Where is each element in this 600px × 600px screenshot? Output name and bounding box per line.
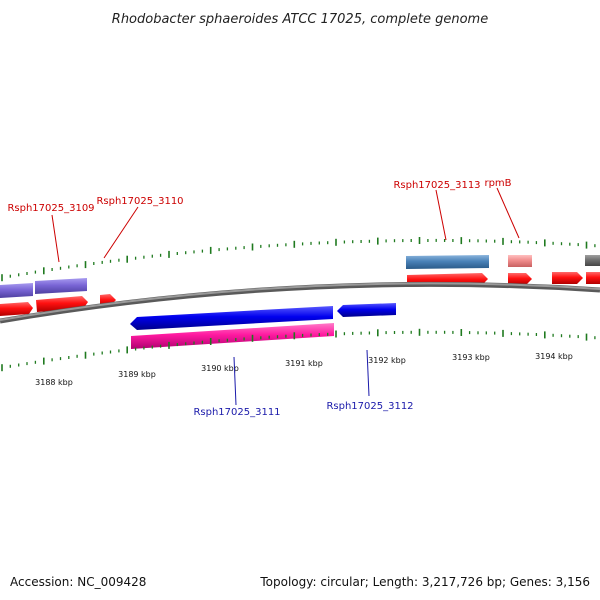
- gene-label-Rsph17025_3112[interactable]: Rsph17025_3112: [326, 401, 413, 412]
- reverse-gene-labels: Rsph17025_3111 Rsph17025_3112: [193, 349, 414, 418]
- genome-backbone: [0, 281, 600, 324]
- map-title: Rhodobacter sphaeroides ATCC 17025, comp…: [112, 12, 488, 27]
- leader-line: [233, 356, 237, 406]
- gene-arrow-red-rpmB[interactable]: [508, 273, 532, 285]
- gene-label-Rsph17025_3110[interactable]: Rsph17025_3110: [96, 196, 183, 207]
- tick-label: 3189 kbp: [118, 370, 156, 379]
- inner-tick-row: [1, 328, 596, 372]
- tick-label: 3188 kbp: [35, 378, 73, 387]
- gene-arrow-red-edge[interactable]: [586, 272, 600, 284]
- forward-lane-upper: [0, 255, 600, 298]
- leader-line: [435, 189, 447, 241]
- tick-label: 3194 kbp: [535, 352, 573, 361]
- gene-arrow-red-left[interactable]: [0, 302, 33, 316]
- gene-block-gray[interactable]: [585, 255, 600, 266]
- gene-label-Rsph17025_3113[interactable]: Rsph17025_3113: [393, 180, 480, 191]
- tick-label: 3192 kbp: [368, 356, 406, 365]
- gene-block-salmon[interactable]: [508, 255, 532, 267]
- outer-tick-row: [1, 237, 596, 282]
- leader-line: [51, 214, 60, 263]
- tick-label: 3190 kbp: [201, 364, 239, 373]
- gene-block-pink[interactable]: [131, 323, 334, 349]
- reverse-lane: [130, 303, 396, 349]
- leader-line: [103, 206, 139, 259]
- genome-summary-text: Topology: circular; Length: 3,217,726 bp…: [259, 575, 590, 589]
- leader-line: [366, 349, 370, 397]
- genome-backbone-highlight: [0, 282, 600, 321]
- accession-text: Accession: NC_009428: [10, 575, 146, 589]
- tick-label: 3193 kbp: [452, 353, 490, 362]
- gene-block-purple-left[interactable]: [0, 283, 33, 298]
- forward-gene-labels: Rsph17025_3109 Rsph17025_3110 Rsph17025_…: [7, 178, 520, 263]
- leader-line: [496, 187, 520, 239]
- gene-block-purple[interactable]: [35, 278, 87, 294]
- gene-arrow-blue-3112[interactable]: [337, 303, 396, 317]
- gene-label-rpmB[interactable]: rpmB: [484, 178, 511, 189]
- gene-arrow-red-right[interactable]: [552, 272, 583, 284]
- gene-block-steelblue[interactable]: [406, 255, 489, 269]
- kbp-labels: 3188 kbp 3189 kbp 3190 kbp 3191 kbp 3192…: [35, 352, 573, 387]
- gene-label-Rsph17025_3111[interactable]: Rsph17025_3111: [193, 407, 280, 418]
- gene-arrow-blue-3111[interactable]: [130, 306, 333, 330]
- gene-label-Rsph17025_3109[interactable]: Rsph17025_3109: [7, 203, 94, 214]
- tick-label: 3191 kbp: [285, 359, 323, 368]
